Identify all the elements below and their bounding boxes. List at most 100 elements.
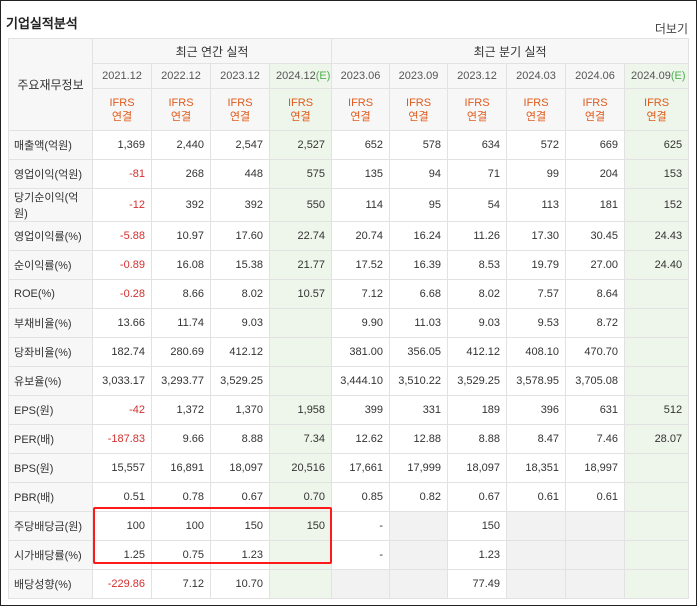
row-label: 유보율(%)	[8, 366, 93, 396]
more-link[interactable]: 더보기	[654, 22, 688, 36]
row-label: PBR(배)	[8, 482, 93, 512]
table-cell: 99	[506, 159, 567, 189]
row-label: 당좌비율(%)	[8, 337, 93, 367]
table-cell: 625	[624, 130, 690, 160]
table-cell: 8.88	[210, 424, 270, 454]
table-cell: 392	[151, 188, 211, 222]
period-header: 2024.03	[506, 63, 567, 89]
table-cell: 578	[389, 130, 449, 160]
table-cell: 54	[447, 188, 508, 222]
table-cell: 381.00	[331, 337, 391, 367]
table-cell	[506, 540, 567, 570]
ifrs-label: IFRS	[168, 96, 194, 109]
table-cell	[268, 308, 333, 338]
table-cell: 3,444.10	[331, 366, 391, 396]
table-cell: 10.70	[210, 569, 270, 599]
row-label: ROE(%)	[8, 279, 93, 309]
table-cell: 3,705.08	[565, 366, 626, 396]
table-cell: 1.23	[210, 540, 270, 570]
period-header: 2021.12	[92, 63, 152, 89]
table-cell: 9.90	[331, 308, 391, 338]
table-cell: 8.53	[447, 250, 508, 280]
period-header: 2022.12	[151, 63, 211, 89]
table-cell: 0.82	[389, 482, 449, 512]
corner-header: 주요재무정보	[8, 38, 93, 131]
table-cell: 331	[389, 395, 449, 425]
table-cell: 8.66	[151, 279, 211, 309]
table-cell: 204	[565, 159, 626, 189]
table-cell: 412.12	[210, 337, 270, 367]
table-cell: -	[331, 540, 391, 570]
table-cell: -81	[92, 159, 152, 189]
table-cell: 8.72	[565, 308, 626, 338]
table-cell	[624, 337, 690, 367]
table-cell: 448	[210, 159, 270, 189]
table-row: 영업이익(억원) -81 268 448 575 135 94 71 99 204 153	[8, 159, 690, 189]
table-cell: 19.79	[506, 250, 567, 280]
table-cell: 10.57	[268, 279, 333, 309]
row-label: 주당배당금(원)	[8, 511, 93, 541]
table-cell: 16,891	[151, 453, 211, 483]
table-cell: 575	[268, 159, 333, 189]
table-cell	[506, 569, 567, 599]
table-cell: 0.67	[447, 482, 508, 512]
table-cell: 7.57	[506, 279, 567, 309]
table-cell: 8.88	[447, 424, 508, 454]
period-label: 2021.12	[102, 70, 142, 82]
table-cell: 16.24	[389, 221, 449, 251]
period-label: 2022.12	[161, 70, 201, 82]
table-cell: 30.45	[565, 221, 626, 251]
table-cell: 6.68	[389, 279, 449, 309]
table-cell: 11.03	[389, 308, 449, 338]
row-label: 당기순이익(억원)	[8, 188, 93, 222]
table-cell: 1,958	[268, 395, 333, 425]
row-label: 시가배당률(%)	[8, 540, 93, 570]
period-header: 2024.09(E)	[624, 63, 690, 89]
table-cell: 1,372	[151, 395, 211, 425]
table-cell: 8.47	[506, 424, 567, 454]
table-cell	[331, 569, 391, 599]
table-cell: 0.61	[506, 482, 567, 512]
estimate-suffix: (E)	[315, 70, 331, 82]
table-cell: 669	[565, 130, 626, 160]
table-cell: 17,661	[331, 453, 391, 483]
table-cell: 20.74	[331, 221, 391, 251]
table-cell: 280.69	[151, 337, 211, 367]
table-cell: 3,293.77	[151, 366, 211, 396]
ifrs-label: IFRS	[109, 96, 135, 109]
table-row: 주당배당금(원) 100 100 150 150-150	[8, 511, 690, 541]
table-cell: 17.60	[210, 221, 270, 251]
financial-table-wrap: 주요재무정보 최근 연간 실적 최근 분기 실적 2021.12 2022.12 2…	[8, 38, 690, 599]
ifrs-label: IFRS	[227, 96, 253, 109]
table-cell: 3,033.17	[92, 366, 152, 396]
table-cell: 9.03	[447, 308, 508, 338]
table-cell: 94	[389, 159, 449, 189]
table-cell: 396	[506, 395, 567, 425]
table-row: 영업이익률(%) -5.88 10.97 17.60 22.74 20.74 16.24 11…	[8, 221, 690, 251]
table-cell: 135	[331, 159, 391, 189]
table-cell: 18,097	[210, 453, 270, 483]
table-cell	[624, 511, 690, 541]
table-row: EPS(원) -42 1,372 1,370 1,958 399 331 189 396 631 5…	[8, 395, 690, 425]
period-label: 2024.12	[276, 70, 316, 82]
table-cell: -5.88	[92, 221, 152, 251]
table-cell: 15,557	[92, 453, 152, 483]
table-cell: 3,529.25	[210, 366, 270, 396]
table-cell: 152	[624, 188, 690, 222]
table-cell	[624, 279, 690, 309]
table-cell: 268	[151, 159, 211, 189]
period-header: 2024.06	[565, 63, 626, 89]
table-cell: 11.74	[151, 308, 211, 338]
table-cell: 181	[565, 188, 626, 222]
row-label: 매출액(억원)	[8, 130, 93, 160]
table-cell: 356.05	[389, 337, 449, 367]
ifrs-label: IFRS	[464, 96, 490, 109]
annual-header: 최근 연간 실적	[91, 38, 333, 64]
table-cell: 114	[331, 188, 391, 222]
period-label: 2023.09	[398, 70, 439, 82]
ifrs-label: IFRS	[523, 96, 549, 109]
table-cell: 0.85	[331, 482, 391, 512]
table-cell: -	[331, 511, 391, 541]
table-cell: 15.38	[210, 250, 270, 280]
table-cell: 7.12	[331, 279, 391, 309]
